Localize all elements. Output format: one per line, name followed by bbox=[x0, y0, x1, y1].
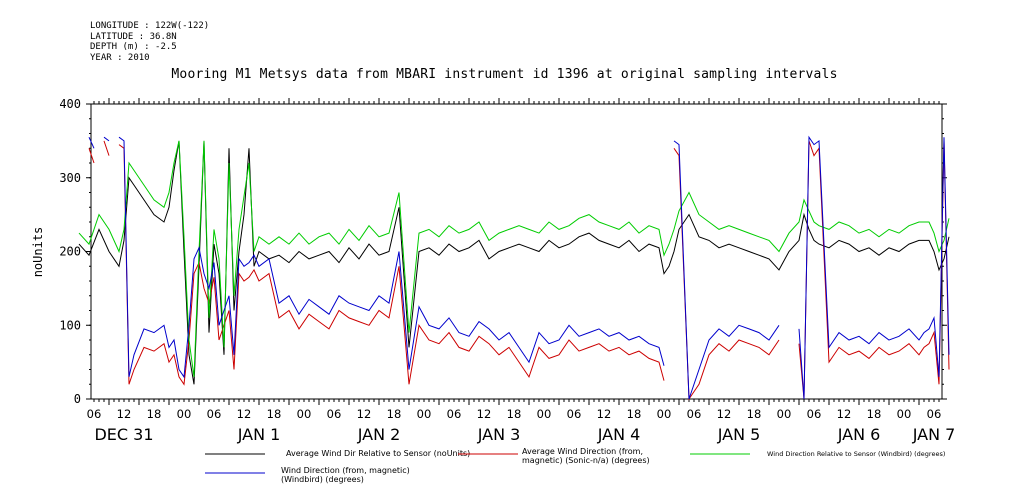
x-tick-label: 12 bbox=[717, 407, 732, 421]
x-day-label: JAN 2 bbox=[357, 425, 401, 444]
x-tick-label: 06 bbox=[687, 407, 702, 421]
x-tick-label: 06 bbox=[87, 407, 102, 421]
x-tick-label: 12 bbox=[117, 407, 132, 421]
x-tick-label: 00 bbox=[777, 407, 792, 421]
x-tick-label: 00 bbox=[657, 407, 672, 421]
x-day-label: DEC 31 bbox=[94, 425, 153, 444]
x-tick-label: 18 bbox=[867, 407, 882, 421]
series-line-2 bbox=[78, 140, 950, 377]
x-tick-label: 12 bbox=[837, 407, 852, 421]
legend-label-blue: Wind Direction (from, magnetic) (Windbir… bbox=[281, 466, 410, 484]
x-tick-label: 00 bbox=[297, 407, 312, 421]
x-day-label: JAN 3 bbox=[477, 425, 521, 444]
chart-title: Mooring M1 Metsys data from MBARI instru… bbox=[171, 67, 838, 82]
plot-frame bbox=[90, 103, 943, 400]
x-tick-label: 06 bbox=[207, 407, 222, 421]
x-tick-label: 12 bbox=[597, 407, 612, 421]
x-tick-label: 00 bbox=[177, 407, 192, 421]
y-tick-label: 400 bbox=[59, 97, 81, 111]
y-tick-label: 200 bbox=[59, 245, 81, 259]
metadata-block: LONGITUDE : 122W(-122) LATITUDE : 36.8N DE… bbox=[90, 21, 209, 63]
x-day-label: JAN 4 bbox=[597, 425, 641, 444]
legend-label-green: Wind Direction Relative to Sensor (Windb… bbox=[767, 450, 946, 458]
x-tick-label: 18 bbox=[627, 407, 642, 421]
x-tick-label: 18 bbox=[747, 407, 762, 421]
x-tick-label: 00 bbox=[417, 407, 432, 421]
series-line-3 bbox=[88, 135, 950, 400]
depth-text: DEPTH (m) : -2.5 bbox=[90, 42, 177, 52]
y-tick-label: 100 bbox=[59, 318, 81, 332]
series-line-1 bbox=[88, 140, 950, 401]
x-tick-label: 06 bbox=[327, 407, 342, 421]
x-day-label: JAN 1 bbox=[237, 425, 281, 444]
x-tick-label: 12 bbox=[237, 407, 252, 421]
x-day-label: JAN 6 bbox=[837, 425, 881, 444]
x-tick-label: 06 bbox=[447, 407, 462, 421]
x-tick-label: 00 bbox=[537, 407, 552, 421]
x-tick-label: 06 bbox=[567, 407, 582, 421]
x-tick-label: 18 bbox=[147, 407, 162, 421]
legend-label-black: Average Wind Dir Relative to Sensor (noU… bbox=[286, 449, 471, 458]
longitude-text: LONGITUDE : 122W(-122) bbox=[90, 21, 210, 31]
year-text: YEAR : 2010 bbox=[90, 52, 150, 63]
x-tick-label: 06 bbox=[807, 407, 822, 421]
x-tick-label: 18 bbox=[387, 407, 402, 421]
y-tick-label: 0 bbox=[74, 392, 81, 406]
x-day-label: JAN 5 bbox=[717, 425, 761, 444]
latitude-text: LATITUDE : 36.8N bbox=[90, 31, 177, 42]
series-line-0 bbox=[78, 140, 950, 385]
x-day-label: JAN 7 bbox=[912, 425, 956, 444]
x-axis: 06 12 18 00 06 12 18 00 06 12 18 00 06 12 18 00 06 12 18 00… bbox=[87, 98, 956, 444]
x-tick-label: 12 bbox=[477, 407, 492, 421]
legend-label-red: Average Wind Direction (from, magnetic) … bbox=[522, 447, 650, 465]
x-tick-label: 18 bbox=[507, 407, 522, 421]
x-tick-label: 06 bbox=[927, 407, 942, 421]
y-axis: 0 100 200 300 400 bbox=[59, 97, 947, 406]
y-tick-label: 300 bbox=[59, 171, 81, 185]
x-tick-label: 12 bbox=[357, 407, 372, 421]
x-tick-label: 18 bbox=[267, 407, 282, 421]
y-axis-label: noUnits bbox=[31, 227, 45, 278]
x-tick-label: 00 bbox=[897, 407, 912, 421]
series-group bbox=[78, 135, 950, 401]
